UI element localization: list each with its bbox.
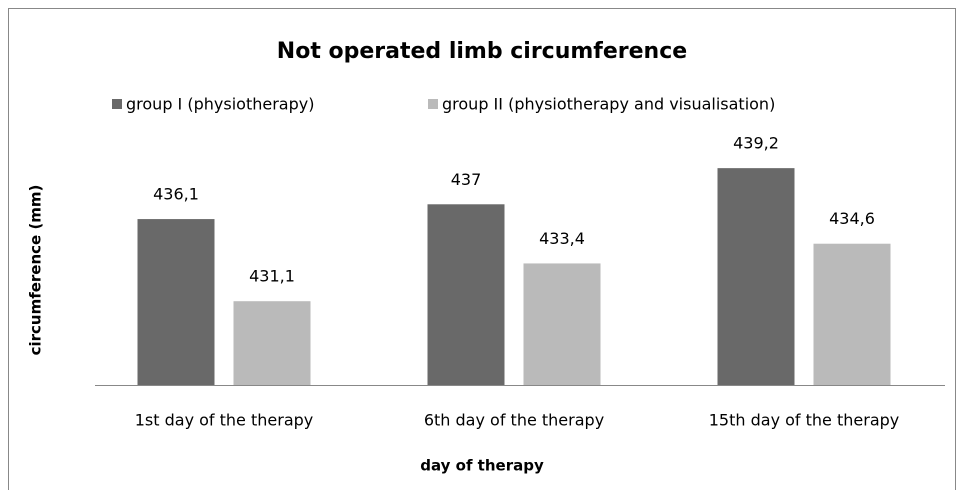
data-label: 433,4 — [539, 229, 585, 248]
x-tick-label: 6th day of the therapy — [424, 411, 604, 430]
chart-frame — [8, 8, 956, 490]
data-label: 431,1 — [249, 267, 295, 286]
data-label: 437 — [451, 170, 482, 189]
legend-label: group II (physiotherapy and visualisatio… — [442, 95, 775, 114]
y-axis-title: circumference (mm) — [27, 185, 45, 356]
legend-label: group I (physiotherapy) — [126, 95, 314, 114]
data-label: 436,1 — [153, 185, 199, 204]
chart-title: Not operated limb circumference — [277, 39, 687, 64]
legend-swatch — [112, 99, 122, 109]
bar — [717, 168, 795, 385]
bar — [523, 263, 601, 385]
bar — [137, 219, 215, 385]
data-label: 434,6 — [829, 209, 875, 228]
x-tick-label: 15th day of the therapy — [709, 411, 900, 430]
bar — [233, 301, 311, 385]
data-label: 439,2 — [733, 134, 779, 153]
bar — [427, 204, 505, 385]
legend-swatch — [428, 99, 438, 109]
bar — [813, 243, 891, 385]
x-tick-label: 1st day of the therapy — [135, 411, 314, 430]
x-axis-title: day of therapy — [420, 457, 544, 475]
